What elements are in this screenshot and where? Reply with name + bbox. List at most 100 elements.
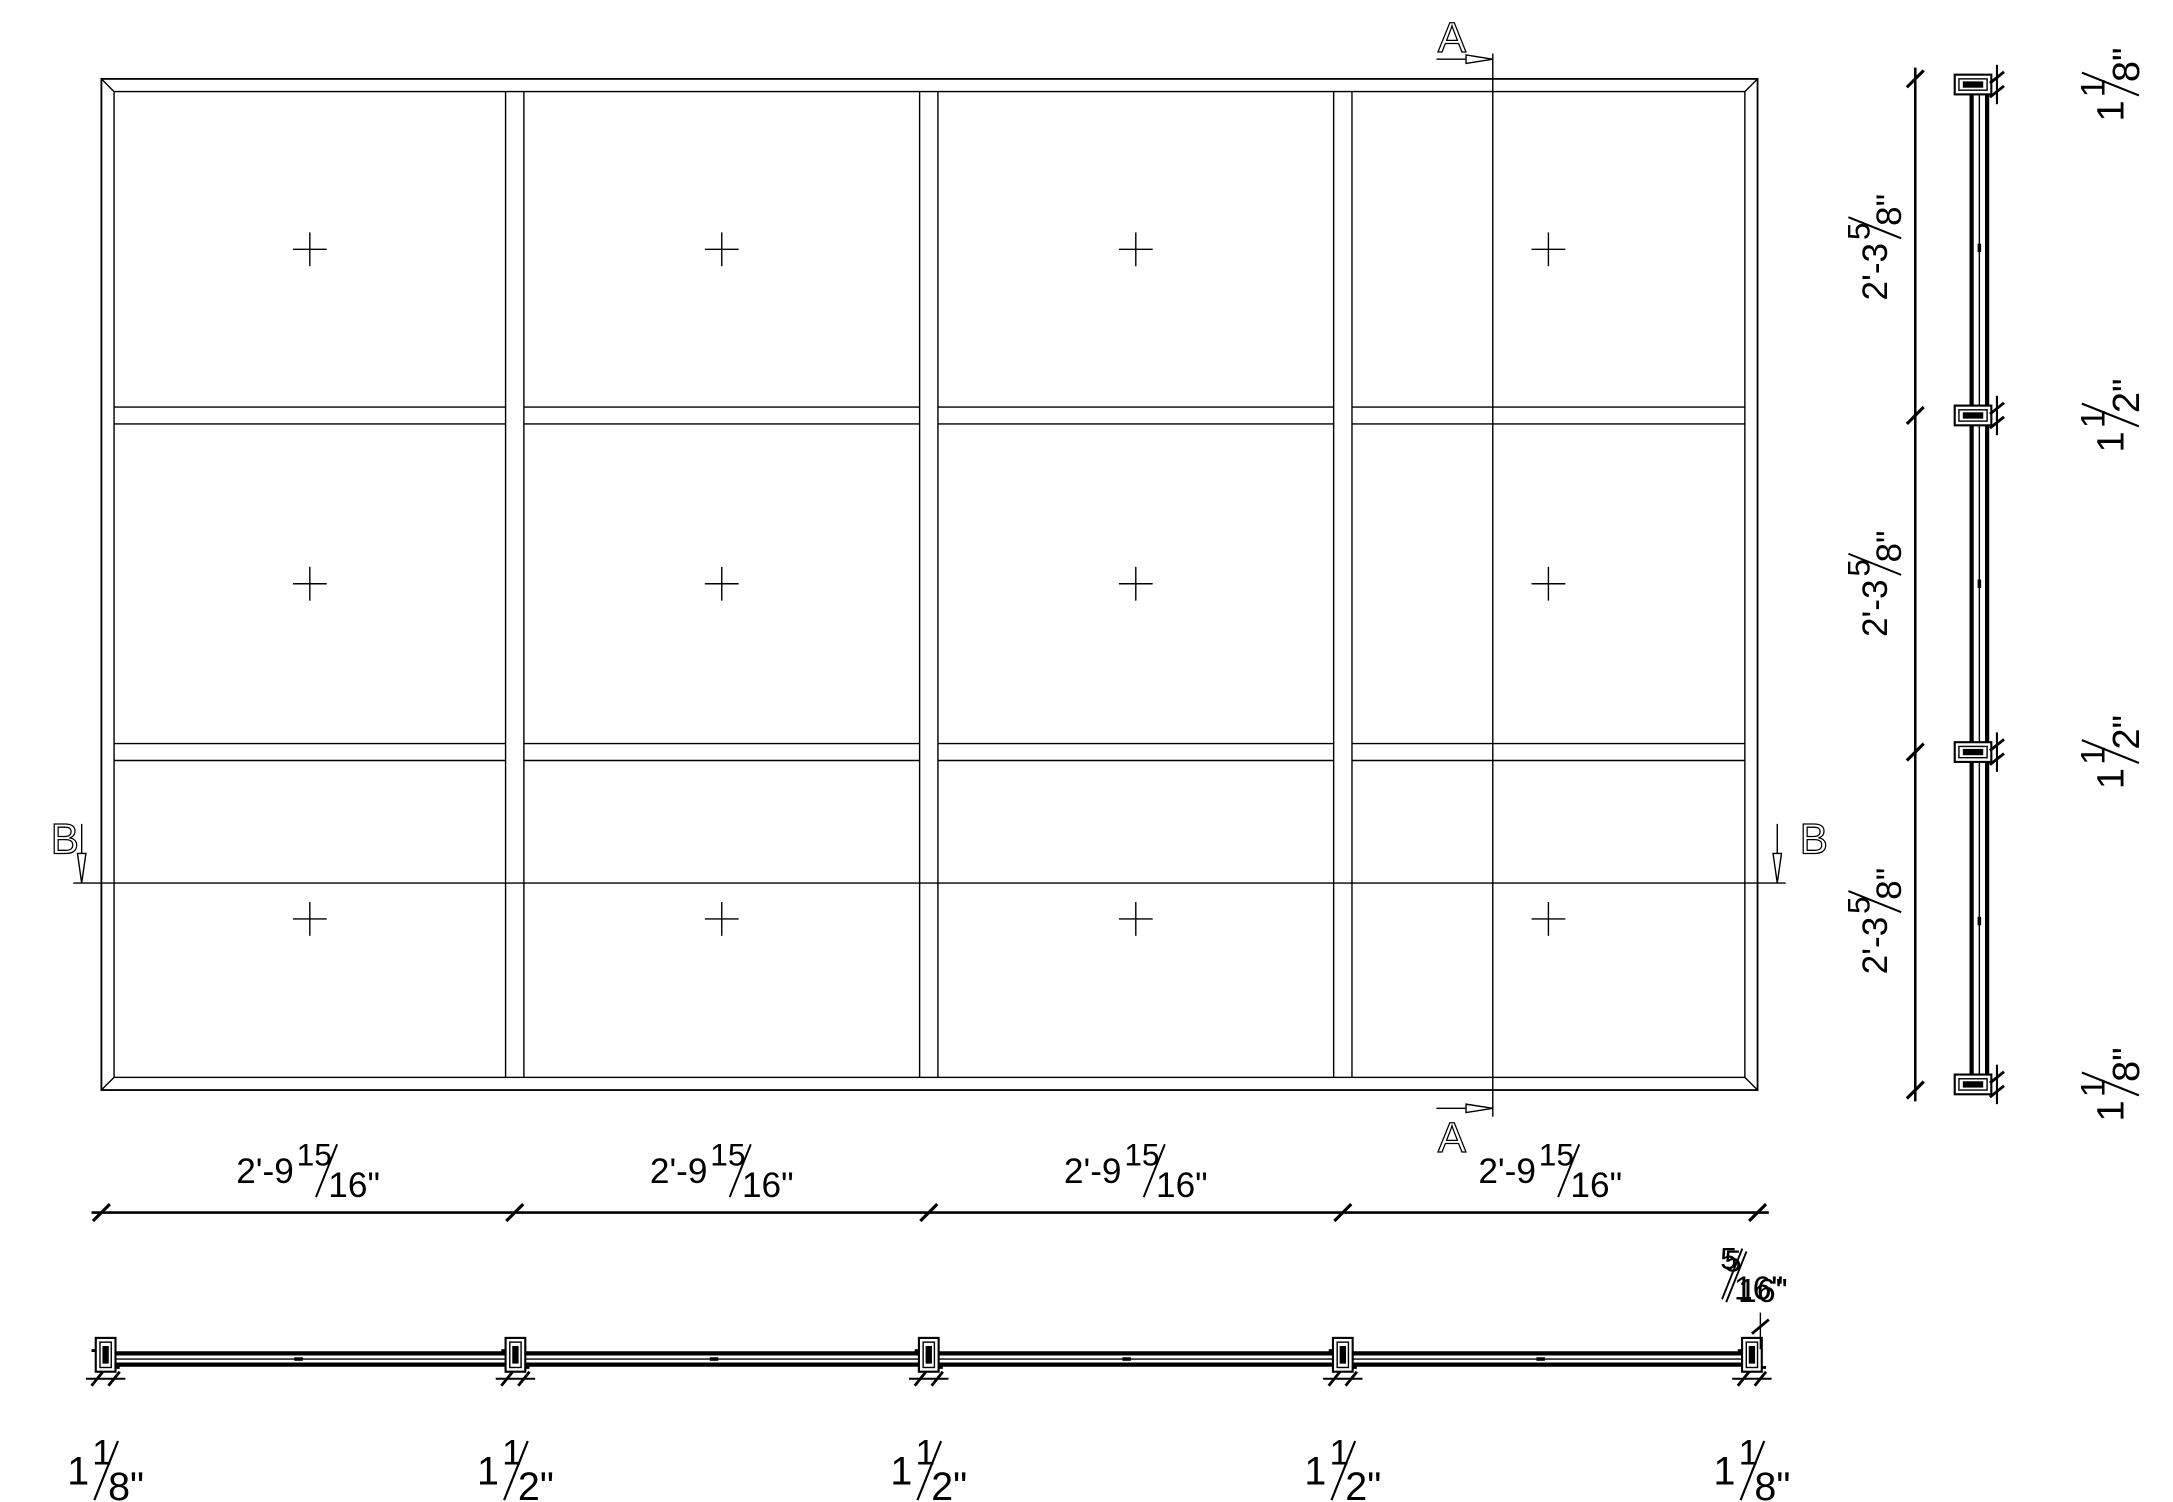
- member-height-label-whole: 1: [2091, 768, 2133, 789]
- section-a-transom-profile: [1953, 732, 2005, 772]
- glass-center-mark: [1118, 902, 1153, 936]
- member-width-label-inch-mark: ": [540, 1465, 554, 1502]
- section-cut-a: AA: [1436, 13, 1494, 1162]
- member-height-label-inch-mark: ": [2106, 47, 2148, 61]
- member-width-label-whole: 1: [890, 1449, 912, 1493]
- height-dimension-label-inch-mark: ": [1870, 868, 1909, 881]
- height-dimension-label-fraction-bar: [1848, 216, 1902, 240]
- glass-bite-label-denominator-value: 16: [1734, 1269, 1772, 1307]
- member-height-label: 118": [2075, 47, 2148, 121]
- frame-corner-miter: [100, 78, 115, 93]
- member-tick: [913, 1370, 928, 1387]
- member-tick: [1989, 738, 2005, 752]
- member-height-label-inch-mark: ": [2106, 715, 2148, 728]
- height-dimension-label-denominator-value: 8: [1870, 206, 1909, 226]
- member-height-label-rotation: 112": [2075, 715, 2148, 789]
- dimension-tick: [1905, 405, 1925, 426]
- elevation: [100, 77, 1759, 1091]
- member-height-label-denominator-value: 8: [2106, 61, 2148, 82]
- frame-corner-miter: [1744, 78, 1759, 93]
- dimension-tick: [505, 1203, 525, 1223]
- member-tick: [930, 1370, 944, 1387]
- height-dimension-label-denominator: 8": [1870, 868, 1909, 900]
- member-tick: [1344, 1370, 1358, 1387]
- section-b-horizontal: 1 18" 1 12" 1 12" 1 12" 1 18": [67, 1336, 1791, 1502]
- member-height-label-whole: 1: [2091, 431, 2133, 452]
- height-dimension-label-fraction-bar: [1848, 552, 1902, 576]
- profile-core: [1958, 78, 1988, 91]
- dimension-tick: [91, 1203, 111, 1223]
- dimension-tick: [1333, 1203, 1353, 1223]
- width-dimension-label-fraction-bar: [728, 1143, 752, 1198]
- width-dimension-label-denominator: 16": [1156, 1166, 1208, 1205]
- glass-bite-label-overlap: 516": [1725, 1245, 1788, 1310]
- glass-bite-label-inch-mark: ": [1776, 1272, 1788, 1310]
- member-width-label: 1 12": [1304, 1433, 1381, 1502]
- member-height-label: 118": [2075, 1047, 2148, 1121]
- member-width-label: 1 12": [890, 1433, 967, 1502]
- member-width-label-denominator: 8": [1754, 1465, 1790, 1502]
- member-tick: [500, 1370, 514, 1387]
- member-height-label-fraction-bar: [2081, 739, 2140, 764]
- glass-center-mark: [704, 902, 739, 936]
- height-dimension-label-rotation: 2'-3 58": [1841, 530, 1910, 637]
- width-dimension-label-fraction-bar: [315, 1143, 339, 1198]
- member-width-label-denominator: 2": [518, 1465, 554, 1502]
- member-height-label-denominator: 2": [2106, 378, 2148, 413]
- member-tick: [90, 1370, 104, 1387]
- member-width-label-whole: 1: [477, 1449, 499, 1493]
- member-height-label-whole: 1: [2091, 1100, 2133, 1121]
- member-width-label-denominator-value: 2: [1345, 1465, 1367, 1502]
- member-width-label-numerator: 1: [1739, 1433, 1759, 1473]
- member-width-label-denominator: 2": [931, 1465, 967, 1502]
- glass-center-mark: [1531, 232, 1566, 267]
- member-height-label-denominator: 8": [2106, 47, 2148, 82]
- frame-corner-miter: [1744, 1076, 1759, 1091]
- member-height-label-rotation: 118": [2075, 1047, 2148, 1121]
- member-width-label-whole: 1: [67, 1449, 89, 1493]
- member-width-label-denominator-value: 2: [931, 1465, 953, 1502]
- width-dimension-label-inch-mark: ": [1610, 1166, 1623, 1205]
- height-dimension-label-inch-mark: ": [1870, 194, 1909, 207]
- glass-center-mark: [1118, 232, 1153, 267]
- dimension-tick: [1748, 1203, 1768, 1223]
- width-dimension-label-whole: 2'-9: [1064, 1152, 1122, 1191]
- section-mark-b-left: B: [51, 815, 79, 862]
- profile-fill: [1962, 81, 1984, 88]
- vertical-mullion: [1332, 91, 1353, 1078]
- width-dimension-label-denominator-value: 16: [1156, 1166, 1195, 1205]
- dimension-tick: [1905, 1080, 1925, 1100]
- member-height-label-numerator: 1: [2075, 78, 2113, 97]
- profile-fill: [925, 1346, 932, 1364]
- height-dimension-label-denominator-value: 8: [1870, 880, 1909, 900]
- width-dimension-label-inch-mark: ": [367, 1166, 380, 1205]
- member-width-label-whole: 1: [1714, 1449, 1736, 1493]
- member-width-label: 1 18": [1714, 1433, 1791, 1502]
- glass-center-mark: [704, 232, 739, 267]
- profile-core: [1958, 1078, 1988, 1091]
- member-height-label-denominator-value: 2: [2106, 729, 2148, 750]
- member-width-label-fraction-bar: [1330, 1440, 1357, 1501]
- member-height-label-denominator: 8": [2106, 1047, 2148, 1082]
- member-height-label: 112": [2075, 715, 2148, 789]
- width-dimension-label-whole: 2'-9: [236, 1152, 294, 1191]
- member-width-label-numerator: 1: [1329, 1433, 1349, 1473]
- member-width-label-denominator: 2": [1345, 1465, 1381, 1502]
- member-width-label-denominator: 8": [108, 1465, 144, 1502]
- section-b-mullion-profile: [1323, 1336, 1363, 1387]
- frame-corner-miter: [100, 1076, 115, 1091]
- member-tick: [1989, 84, 2005, 99]
- dimension-tick: [919, 1203, 939, 1223]
- section-a-vertical: 118"112"112"118": [1953, 47, 2148, 1121]
- member-height-label-numerator: 1: [2075, 1078, 2113, 1097]
- width-dimension-label-denominator: 16": [742, 1166, 794, 1205]
- height-dimension-string: 2'-358"2'-358"2'-358": [1841, 67, 1925, 1102]
- width-dimension-label-numerator: 15: [297, 1136, 332, 1172]
- section-b-mullion-profile: [1732, 1336, 1772, 1387]
- member-tick: [1989, 1084, 2005, 1099]
- member-tick: [1989, 415, 2005, 430]
- glass-bite-label: 516": [1725, 1245, 1788, 1310]
